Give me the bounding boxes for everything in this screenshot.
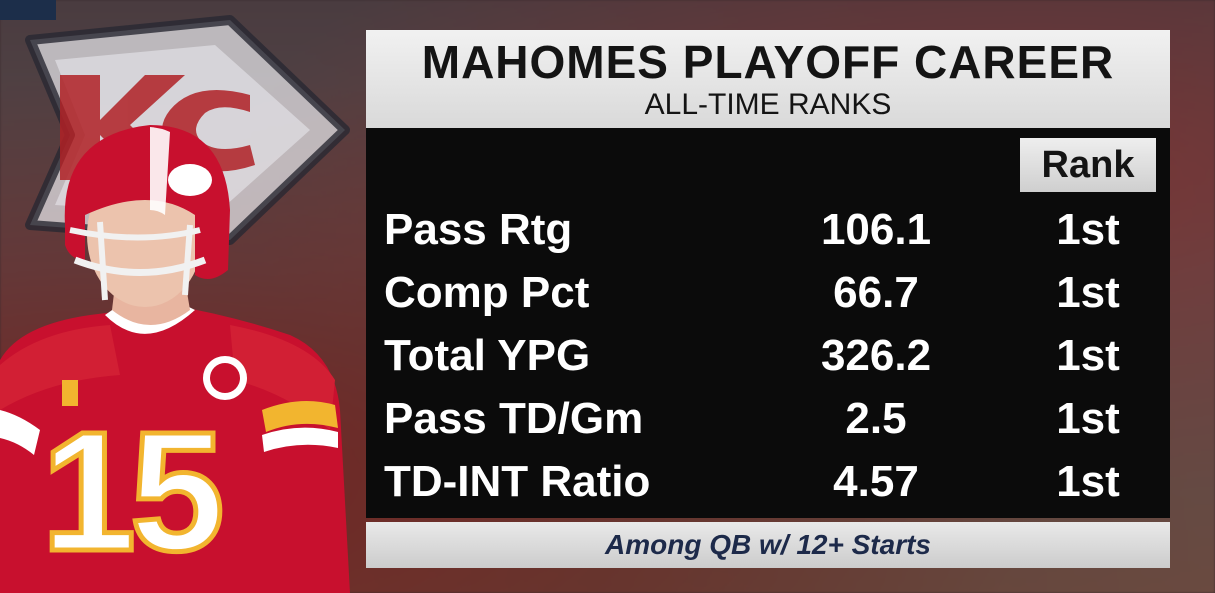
rank-column-header: Rank	[1020, 138, 1156, 192]
jersey-number: 15	[41, 397, 220, 587]
graphic-header: MAHOMES PLAYOFF CAREER ALL-TIME RANKS	[366, 30, 1170, 128]
stat-value: 4.57	[833, 457, 919, 506]
stat-rank: 1st	[1056, 331, 1120, 380]
stat-rank: 1st	[1056, 394, 1120, 443]
corner-tab	[0, 0, 56, 20]
stat-rank: 1st	[1056, 457, 1120, 506]
player-illustration: 15	[0, 125, 350, 593]
stats-graphic: MAHOMES PLAYOFF CAREER ALL-TIME RANKS Ra…	[366, 30, 1170, 568]
stat-rank: 1st	[1056, 205, 1120, 254]
stat-value: 2.5	[845, 394, 907, 443]
graphic-subtitle: ALL-TIME RANKS	[644, 88, 892, 121]
stat-rank: 1st	[1056, 268, 1120, 317]
stats-rows: Pass Rtg 106.1 1st Comp Pct 66.7 1st Tot…	[366, 198, 1170, 513]
stat-label: TD-INT Ratio	[384, 457, 651, 506]
stat-label: Pass Rtg	[384, 205, 573, 254]
stat-label: Pass TD/Gm	[384, 394, 644, 443]
stat-value: 106.1	[820, 205, 932, 254]
stat-value: 66.7	[833, 268, 919, 317]
stat-row-total-ypg: Total YPG 326.2 1st	[366, 324, 1170, 387]
graphic-title: MAHOMES PLAYOFF CAREER	[421, 36, 1115, 88]
stat-row-td-int-ratio: TD-INT Ratio 4.57 1st	[366, 450, 1170, 513]
stat-row-pass-rating: Pass Rtg 106.1 1st	[366, 198, 1170, 261]
footnote: Among QB w/ 12+ Starts	[366, 522, 1170, 568]
stat-label: Comp Pct	[384, 268, 590, 317]
stat-value: 326.2	[820, 331, 932, 380]
stat-label: Total YPG	[384, 331, 591, 380]
stat-row-pass-td-per-game: Pass TD/Gm 2.5 1st	[366, 387, 1170, 450]
stat-row-comp-pct: Comp Pct 66.7 1st	[366, 261, 1170, 324]
stats-table: Rank Pass Rtg 106.1 1st Comp Pct 66.7 1s…	[366, 128, 1170, 518]
